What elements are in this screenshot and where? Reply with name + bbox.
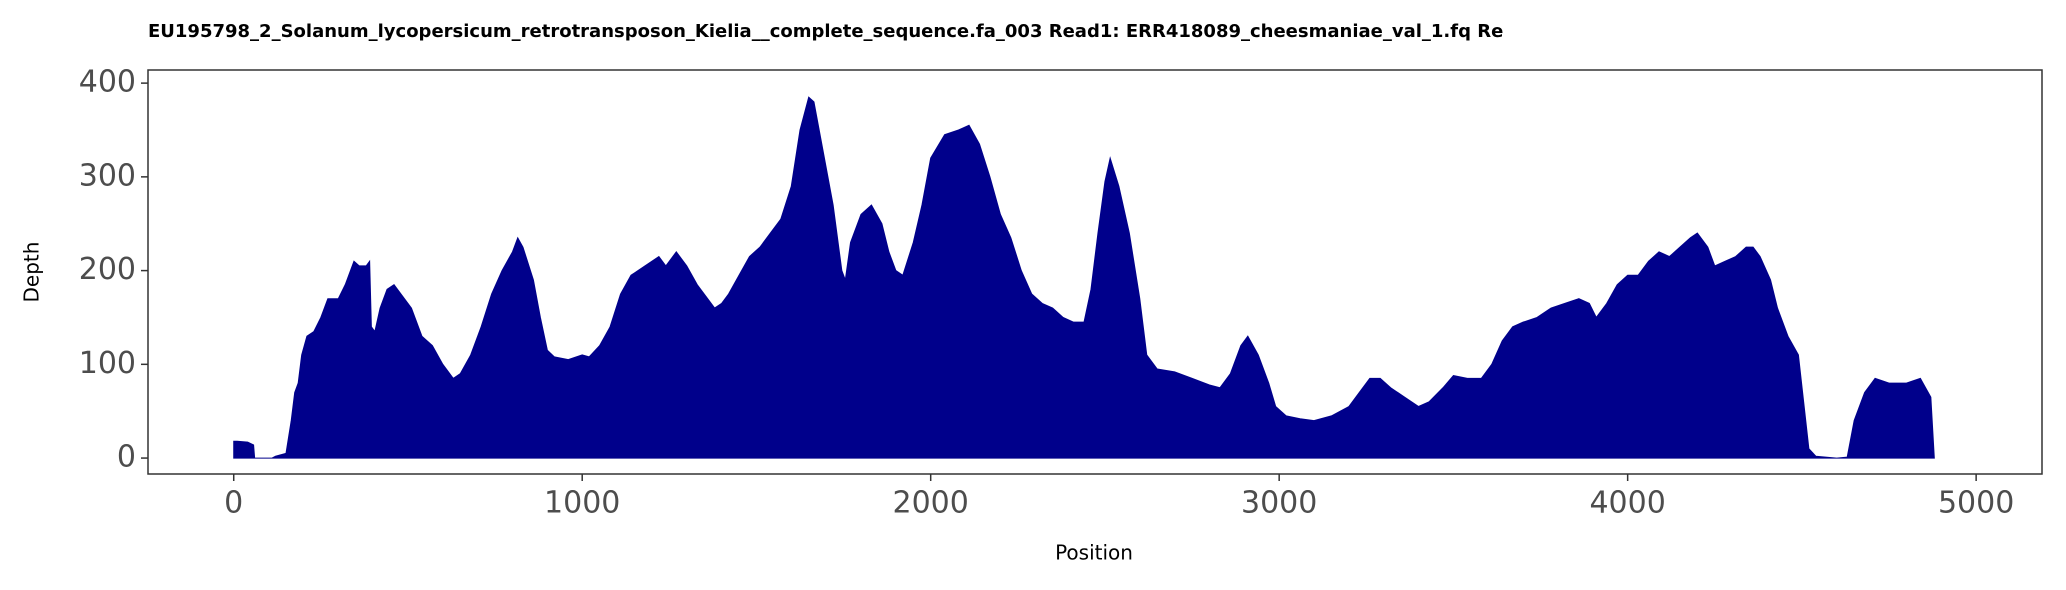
x-axis-title: Position: [1055, 541, 1133, 565]
y-tick-label: 200: [79, 252, 136, 287]
y-tick-label: 300: [79, 158, 136, 193]
y-tick-label: 100: [79, 346, 136, 381]
x-tick-label: 5000: [1938, 486, 2014, 521]
x-tick-label: 0: [224, 486, 243, 521]
x-tick-label: 1000: [544, 486, 620, 521]
y-axis-title: Depth: [20, 242, 44, 303]
x-tick-label: 3000: [1241, 486, 1317, 521]
plot-frame: [147, 69, 2043, 475]
x-tick-label: 4000: [1589, 486, 1665, 521]
depth-area: [233, 96, 1935, 459]
x-tick-label: 2000: [893, 486, 969, 521]
y-tick-label: 0: [117, 440, 136, 475]
chart-title: EU195798_2_Solanum_lycopersicum_retrotra…: [148, 21, 1503, 42]
y-tick-label: 400: [79, 65, 136, 100]
